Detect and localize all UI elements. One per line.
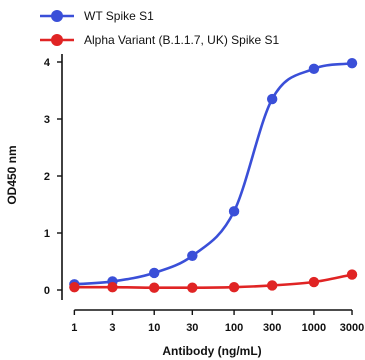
x-tick-label: 1000: [302, 322, 326, 334]
y-tick-label: 3: [44, 114, 50, 126]
legend-marker-2: [51, 34, 63, 46]
series-2-point: [228, 281, 240, 293]
y-axis-title: OD450 nm: [5, 145, 19, 204]
legend-marker-1: [51, 10, 63, 22]
axes: 0 1 2 3 4 1 3 10 30 100 300 1000 3000: [44, 54, 364, 334]
y-tick-label: 2: [44, 171, 50, 183]
legend: WT Spike S1 Alpha Variant (B.1.1.7, UK) S…: [40, 9, 280, 47]
x-tick-label: 100: [225, 322, 243, 334]
series-1-point: [346, 57, 358, 69]
series-1-point: [308, 63, 320, 75]
x-tick-label: 3: [109, 322, 115, 334]
y-tick-label: 0: [44, 285, 50, 297]
legend-label-1: WT Spike S1: [84, 9, 154, 23]
y-tick-label: 1: [44, 228, 50, 240]
y-tick-label: 4: [44, 57, 51, 69]
series-2-point: [308, 276, 320, 288]
legend-label-2: Alpha Variant (B.1.1.7, UK) Spike S1: [84, 33, 280, 47]
x-axis-title: Antibody (ng/mL): [162, 344, 261, 358]
x-tick-label: 300: [263, 322, 281, 334]
x-tick-label: 30: [186, 322, 198, 334]
series-1-point: [187, 250, 198, 261]
series-2-point: [69, 281, 80, 293]
series-1-point: [228, 206, 240, 217]
x-tick-label: 10: [148, 322, 160, 334]
series-1-point: [149, 267, 160, 279]
series-1-curve: [74, 61, 353, 286]
x-tick-label: 3000: [340, 322, 364, 334]
x-tick-label: 1: [71, 322, 77, 334]
series-2-point: [149, 282, 160, 293]
series-2-point: [187, 282, 198, 293]
series-2-point: [346, 269, 358, 280]
series-2-point: [266, 280, 278, 291]
series-2-point: [107, 281, 118, 293]
series-layer: [69, 57, 358, 293]
series-1-point: [266, 93, 278, 105]
